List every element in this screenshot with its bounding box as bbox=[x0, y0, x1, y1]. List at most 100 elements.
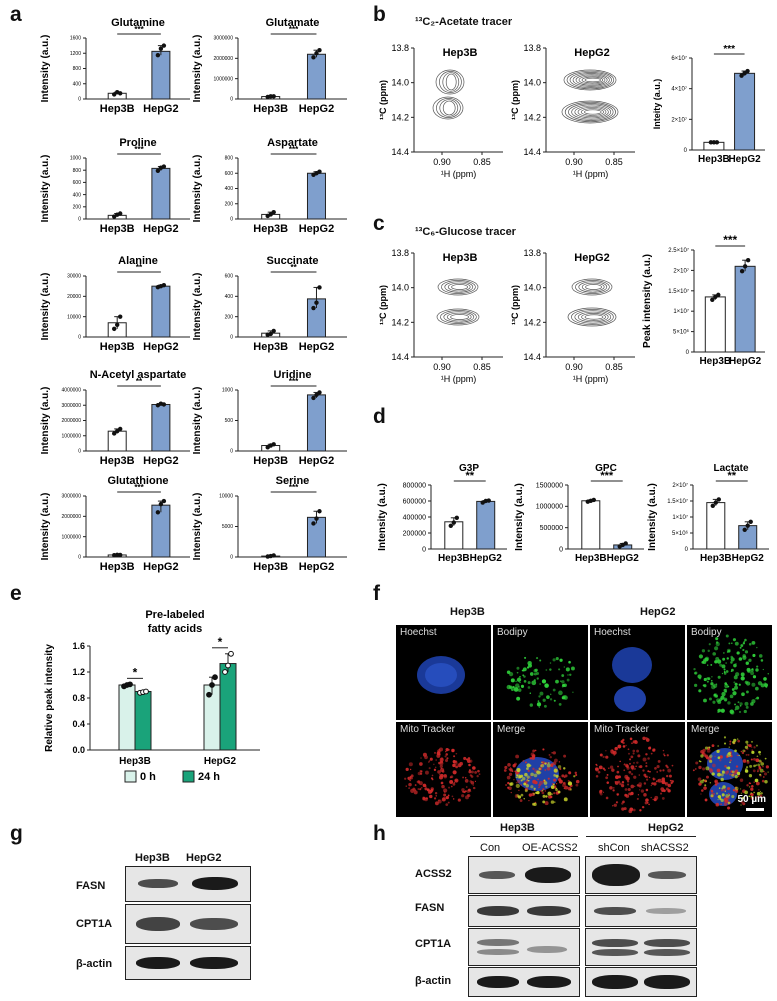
bar-hepg2 bbox=[151, 285, 171, 338]
fluorescent-speckle bbox=[552, 658, 556, 662]
spectrum-label: Hep3B bbox=[443, 47, 478, 59]
fluorescent-speckle bbox=[700, 754, 704, 758]
contour-line bbox=[439, 71, 462, 93]
fluorescent-speckle bbox=[717, 799, 719, 801]
fluorescent-speckle bbox=[505, 784, 507, 786]
fluorescent-speckle bbox=[752, 675, 757, 679]
fluorescent-speckle bbox=[553, 783, 555, 786]
y-tick-label: 20000 bbox=[67, 294, 81, 300]
fluorescent-speckle bbox=[667, 783, 672, 788]
fluorescent-speckle bbox=[558, 702, 562, 706]
y-tick-label: 0 bbox=[684, 148, 688, 154]
fluorescent-speckle bbox=[755, 698, 757, 700]
data-point bbox=[222, 669, 228, 675]
x-tick-label: HepG2 bbox=[204, 756, 237, 767]
contour-line bbox=[445, 73, 457, 91]
fluorescent-speckle bbox=[431, 774, 434, 777]
data-point bbox=[143, 688, 149, 695]
contour-line bbox=[575, 279, 610, 294]
fluorescent-speckle bbox=[523, 675, 526, 678]
fluorescent-speckle bbox=[746, 690, 749, 694]
significance-label: *** bbox=[289, 377, 299, 386]
x-tick-label: HepG2 bbox=[299, 341, 334, 353]
blot-h-lane-oe: OE-ACSS2 bbox=[522, 842, 578, 854]
fluorescent-speckle bbox=[721, 771, 726, 775]
fluorescent-speckle bbox=[756, 791, 761, 796]
fluorescent-speckle bbox=[454, 779, 457, 782]
chart-title: Aspartate bbox=[267, 137, 318, 149]
fluorescent-speckle bbox=[757, 769, 759, 771]
data-point bbox=[716, 292, 721, 298]
y-tick-label: 1.5×10⁷ bbox=[667, 498, 688, 505]
fluorescent-speckle bbox=[525, 761, 527, 764]
y-tick-label: 0 bbox=[422, 546, 426, 553]
fluorescent-speckle bbox=[409, 779, 411, 782]
y-tick-label: 1×10⁷ bbox=[673, 308, 689, 315]
fluorescent-speckle bbox=[727, 766, 731, 770]
data-point bbox=[739, 73, 744, 78]
fluorescent-speckle bbox=[633, 785, 636, 788]
x-axis-label: ¹H (ppm) bbox=[441, 169, 477, 179]
fluorescent-speckle bbox=[753, 781, 755, 783]
fluorescent-speckle bbox=[749, 782, 752, 785]
fluorescent-speckle bbox=[615, 801, 619, 804]
fluorescent-speckle bbox=[734, 682, 738, 686]
chart-aspartate: Aspartate Intensity (a.u.) 0 200 400 600 800 He… bbox=[192, 137, 347, 235]
y-tick-label: 1.5×10⁷ bbox=[668, 288, 689, 295]
fluorescent-speckle bbox=[550, 800, 555, 804]
fluorescent-speckle bbox=[706, 748, 711, 753]
blot-h-actin-hep3b bbox=[468, 967, 580, 997]
fluorescent-speckle bbox=[452, 760, 456, 764]
y-axis-label: Intensity (a.u.) bbox=[40, 387, 51, 455]
fluorescent-speckle bbox=[746, 743, 749, 746]
y-tick-label: 5000 bbox=[222, 524, 233, 530]
fluorescent-speckle bbox=[529, 777, 532, 779]
fluorescent-speckle bbox=[424, 785, 427, 787]
significance-label: ** bbox=[727, 470, 736, 482]
bar-hep3b bbox=[107, 430, 127, 452]
x-tick-label: HepG2 bbox=[299, 223, 334, 235]
fluorescent-speckle bbox=[560, 781, 563, 784]
fluorescent-speckle bbox=[639, 809, 642, 812]
fluorescent-speckle bbox=[645, 762, 648, 764]
data-point bbox=[112, 92, 117, 97]
y-tick-label: 1000000 bbox=[62, 433, 82, 439]
fluorescent-speckle bbox=[763, 677, 767, 681]
y-tick-label: 3000000 bbox=[62, 494, 82, 500]
data-point bbox=[454, 515, 459, 520]
fluorescent-speckle bbox=[548, 753, 551, 756]
blot-h-row-cpt1a: CPT1A bbox=[415, 938, 452, 950]
fluorescent-speckle bbox=[756, 646, 758, 649]
micro-hep3b-bodipy: Bodipy bbox=[493, 625, 588, 720]
fluorescent-speckle bbox=[517, 795, 522, 799]
fluorescent-speckle bbox=[532, 779, 537, 784]
fluorescent-speckle bbox=[514, 770, 517, 773]
fluorescent-speckle bbox=[759, 790, 761, 793]
fluorescent-speckle bbox=[758, 789, 760, 791]
contour-line bbox=[564, 101, 616, 123]
bar-hepg2 bbox=[151, 50, 171, 100]
fluorescent-speckle bbox=[733, 681, 736, 684]
data-point bbox=[206, 691, 212, 698]
contour-line bbox=[584, 109, 602, 115]
nmr-b-hep3b: 13.8 14.0 14.2 14.4 0.90 0.85 ¹H (ppm) ¹³C (ppm… bbox=[378, 43, 503, 179]
fluorescent-speckle bbox=[541, 679, 547, 684]
fluorescent-speckle bbox=[539, 683, 541, 685]
fluorescent-speckle bbox=[704, 784, 707, 787]
fluorescent-speckle bbox=[430, 777, 433, 780]
fluorescent-speckle bbox=[755, 668, 759, 672]
fluorescent-speckle bbox=[703, 677, 707, 682]
fluorescent-speckle bbox=[729, 743, 731, 745]
x-tick-label: 0.90 bbox=[565, 157, 583, 167]
fluorescent-speckle bbox=[523, 782, 527, 786]
blot-g-lane-hepg2: HepG2 bbox=[186, 852, 222, 864]
fluorescent-speckle bbox=[748, 642, 752, 646]
fluorescent-speckle bbox=[529, 703, 533, 707]
fluorescent-speckle bbox=[746, 784, 749, 787]
fluorescent-speckle bbox=[656, 771, 658, 773]
fluorescent-speckle bbox=[622, 800, 625, 804]
fluorescent-speckle bbox=[636, 749, 639, 753]
fluorescent-speckle bbox=[630, 784, 635, 789]
x-tick-label: HepG2 bbox=[470, 553, 503, 564]
fluorescent-speckle bbox=[474, 780, 477, 783]
